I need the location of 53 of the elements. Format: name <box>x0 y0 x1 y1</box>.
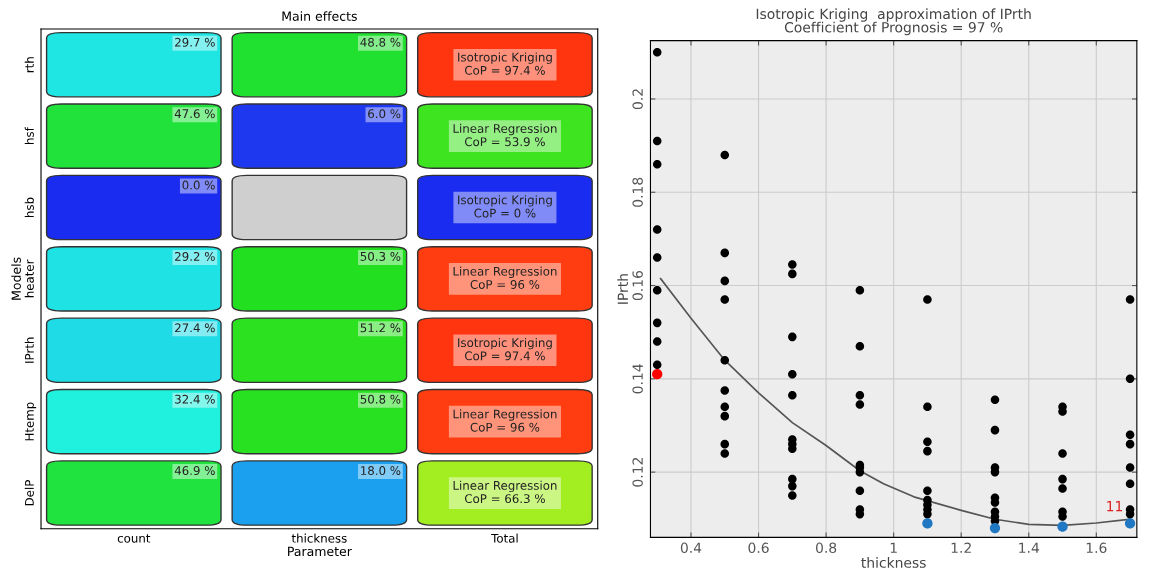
x-axis-title: thickness <box>861 557 926 568</box>
y-tick-label: IPrth <box>24 337 34 363</box>
y-axis-title: Models <box>11 257 21 300</box>
x-tick-label: 0.6 <box>748 542 769 554</box>
data-label: 29.7 % <box>175 37 215 47</box>
x-tick-label: thickness <box>291 533 347 543</box>
data-label: 48.8 % <box>360 37 401 47</box>
chart-title: Main effects <box>282 11 357 21</box>
x-tick-label: 0.8 <box>815 542 837 554</box>
point <box>1124 518 1136 529</box>
data-label: 18.0 % <box>361 466 401 476</box>
x-tick-label: 1 <box>890 542 897 553</box>
y-tick-label: DelP <box>24 480 34 506</box>
x-tick-label: 0.4 <box>680 542 702 554</box>
data-label: 27.4 % <box>175 323 215 333</box>
chart-title: Isotropic Kriging approximation of IPrth Coefficient of Prognosis = 97 % <box>756 8 1031 36</box>
data-label: 6.0 % <box>368 109 401 119</box>
x-axis-title: Parameter <box>288 546 352 557</box>
data-label: 0.0 % <box>182 180 215 190</box>
y-tick-label: hsf <box>24 127 34 144</box>
y-tick-label: 0.18 <box>632 177 643 207</box>
data-label: Linear Regression CoP = 96 % <box>453 266 557 289</box>
point <box>652 369 663 380</box>
y-tick-label: 0.2 <box>632 89 643 110</box>
x-tick-label: Total <box>491 533 518 543</box>
data-label: Isotropic Kriging CoP = 0 % <box>458 195 552 218</box>
data-label: 46.9 % <box>174 466 215 476</box>
x-tick-label: 1.6 <box>1086 542 1107 554</box>
y-tick-label: 0.16 <box>632 270 643 301</box>
x-tick-label: 1.4 <box>1019 542 1040 553</box>
y-tick-label: heater <box>24 259 34 298</box>
y-tick-label: 0.14 <box>632 364 643 394</box>
data-label: Linear Regression CoP = 96 % <box>453 409 557 432</box>
data-label: 29.2 % <box>175 251 215 261</box>
data-label: 50.3 % <box>360 251 401 261</box>
point <box>922 518 933 529</box>
y-tick-label: hsb <box>24 197 34 217</box>
data-label: 47.6 % <box>174 109 215 119</box>
x-tick-label: 1.2 <box>951 542 971 553</box>
point <box>989 522 1001 534</box>
annotation: 11 <box>1107 501 1123 512</box>
data-label: Isotropic Kriging CoP = 97.4 % <box>458 52 552 75</box>
point <box>1057 521 1068 532</box>
data-label: 50.8 % <box>360 394 401 404</box>
x-tick-label: count <box>117 534 151 543</box>
data-label: 32.4 % <box>175 394 215 404</box>
y-tick-label: 0.12 <box>632 458 643 487</box>
y-tick-label: rth <box>24 57 34 73</box>
data-label: Isotropic Kriging CoP = 97.4 % <box>458 337 552 361</box>
data-label: 51.2 % <box>360 323 401 333</box>
data-label: Linear Regression CoP = 53.9 % <box>453 123 557 147</box>
y-tick-label: Htemp <box>25 402 37 441</box>
data-label: Linear Regression CoP = 66.3 % <box>453 480 557 504</box>
